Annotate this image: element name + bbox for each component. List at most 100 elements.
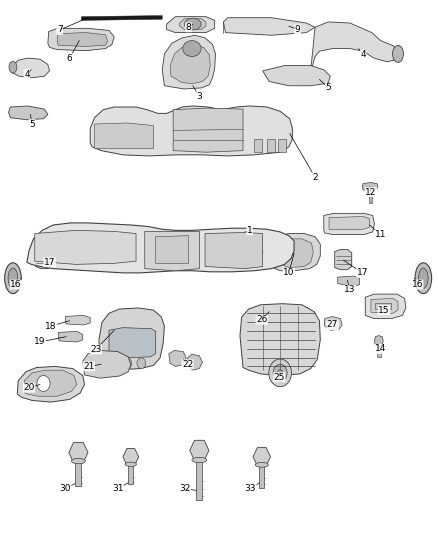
- Polygon shape: [371, 298, 398, 313]
- Polygon shape: [180, 19, 206, 29]
- Circle shape: [37, 375, 50, 391]
- Polygon shape: [324, 213, 374, 235]
- Text: 17: 17: [44, 258, 55, 266]
- Text: 16: 16: [411, 280, 423, 289]
- Text: 4: 4: [360, 51, 366, 59]
- Text: 8: 8: [186, 23, 191, 32]
- Polygon shape: [187, 354, 202, 370]
- Polygon shape: [9, 106, 48, 120]
- Polygon shape: [17, 367, 85, 402]
- Polygon shape: [99, 308, 164, 369]
- Polygon shape: [81, 15, 162, 20]
- Text: 18: 18: [45, 321, 57, 330]
- Polygon shape: [95, 123, 153, 149]
- Ellipse shape: [392, 45, 403, 62]
- Polygon shape: [223, 18, 315, 35]
- Text: 21: 21: [83, 362, 95, 371]
- Polygon shape: [325, 317, 342, 330]
- Polygon shape: [335, 249, 352, 270]
- Ellipse shape: [273, 365, 287, 381]
- Polygon shape: [166, 17, 215, 33]
- Polygon shape: [145, 231, 199, 271]
- Circle shape: [123, 358, 132, 368]
- Text: 2: 2: [312, 173, 318, 182]
- Polygon shape: [377, 345, 381, 357]
- Ellipse shape: [183, 41, 201, 56]
- Polygon shape: [69, 442, 88, 463]
- Polygon shape: [123, 449, 139, 465]
- Ellipse shape: [125, 462, 137, 466]
- Text: 14: 14: [375, 344, 386, 353]
- Text: 30: 30: [60, 484, 71, 493]
- Polygon shape: [35, 248, 52, 269]
- Text: 33: 33: [245, 484, 256, 493]
- Polygon shape: [263, 66, 330, 86]
- Polygon shape: [267, 139, 275, 152]
- Text: 20: 20: [23, 383, 35, 392]
- Text: 3: 3: [197, 92, 202, 101]
- Polygon shape: [259, 465, 265, 488]
- Text: 5: 5: [325, 83, 331, 92]
- Text: 7: 7: [57, 26, 63, 35]
- Ellipse shape: [192, 457, 207, 463]
- Polygon shape: [369, 190, 372, 203]
- Text: 11: 11: [375, 230, 386, 239]
- Text: 9: 9: [295, 25, 300, 34]
- Polygon shape: [24, 370, 77, 396]
- Polygon shape: [278, 139, 286, 152]
- Polygon shape: [374, 336, 383, 346]
- Polygon shape: [27, 223, 294, 273]
- Polygon shape: [65, 316, 90, 325]
- Text: 19: 19: [34, 337, 46, 346]
- Ellipse shape: [5, 263, 21, 294]
- Polygon shape: [329, 216, 370, 229]
- Circle shape: [109, 358, 118, 368]
- Ellipse shape: [269, 359, 291, 386]
- Polygon shape: [365, 294, 406, 319]
- Polygon shape: [375, 303, 392, 309]
- Text: 5: 5: [29, 119, 35, 128]
- Polygon shape: [57, 33, 108, 46]
- Text: 26: 26: [256, 315, 268, 324]
- Polygon shape: [75, 461, 81, 486]
- Text: 13: 13: [344, 285, 356, 294]
- Polygon shape: [362, 182, 378, 191]
- Text: 22: 22: [182, 360, 193, 369]
- Text: 25: 25: [274, 373, 285, 382]
- Polygon shape: [254, 139, 262, 152]
- Circle shape: [137, 358, 146, 368]
- Text: 17: 17: [357, 269, 368, 277]
- Polygon shape: [190, 440, 209, 461]
- Ellipse shape: [9, 61, 17, 73]
- Polygon shape: [35, 230, 136, 264]
- Text: 16: 16: [10, 280, 22, 289]
- Polygon shape: [170, 44, 210, 84]
- Polygon shape: [196, 460, 202, 500]
- Polygon shape: [169, 351, 186, 367]
- Ellipse shape: [255, 463, 268, 467]
- Ellipse shape: [184, 18, 201, 30]
- Text: 32: 32: [179, 484, 191, 493]
- Ellipse shape: [8, 268, 18, 288]
- Polygon shape: [276, 239, 313, 268]
- Ellipse shape: [71, 458, 85, 464]
- Text: 31: 31: [112, 484, 124, 493]
- Polygon shape: [90, 106, 292, 156]
- Ellipse shape: [415, 263, 431, 294]
- Ellipse shape: [419, 268, 428, 288]
- Polygon shape: [128, 464, 134, 484]
- Polygon shape: [162, 35, 215, 89]
- Polygon shape: [311, 22, 398, 71]
- Polygon shape: [253, 448, 271, 466]
- Text: 4: 4: [24, 70, 30, 78]
- Text: 15: 15: [378, 305, 390, 314]
- Polygon shape: [338, 276, 360, 287]
- Polygon shape: [48, 28, 114, 51]
- Text: 12: 12: [365, 188, 377, 197]
- Polygon shape: [240, 304, 320, 375]
- Polygon shape: [83, 351, 131, 378]
- Text: 27: 27: [327, 320, 338, 329]
- Text: 10: 10: [283, 269, 295, 277]
- Ellipse shape: [278, 369, 283, 376]
- Polygon shape: [270, 233, 320, 271]
